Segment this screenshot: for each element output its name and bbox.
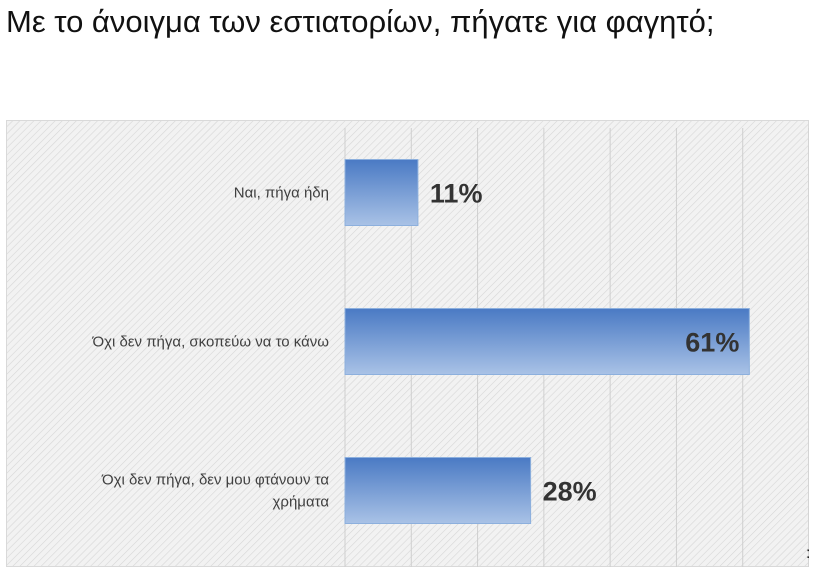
page-title: Με το άνοιγμα των εστιατορίων, πήγατε γι… [6,4,715,39]
corner-mark: : [806,545,811,562]
category-labels: Ναι, πήγα ήδη Όχι δεν πήγα, σκοπεύω να το… [92,185,330,511]
bar-2 [344,457,532,524]
category-label-1: Όχι δεν πήγα, σκοπεύω να το κάνω [92,334,330,351]
bar-chart: Ναι, πήγα ήδη Όχι δεν πήγα, σκοπεύω να το… [6,120,810,567]
chart-svg: Ναι, πήγα ήδη Όχι δεν πήγα, σκοπεύω να το… [6,120,810,567]
data-label-2: 28% [543,477,597,507]
bar-1 [344,308,750,375]
data-labels: 11% 61% 28% [430,179,739,507]
data-label-0: 11% [430,179,483,209]
bars [344,159,750,524]
category-label-2: Όχι δεν πήγα, δεν μου φτάνουν τα χρήματα [101,472,329,511]
category-label-0: Ναι, πήγα ήδη [234,185,329,202]
data-label-1: 61% [685,328,739,358]
bar-0 [344,159,419,226]
